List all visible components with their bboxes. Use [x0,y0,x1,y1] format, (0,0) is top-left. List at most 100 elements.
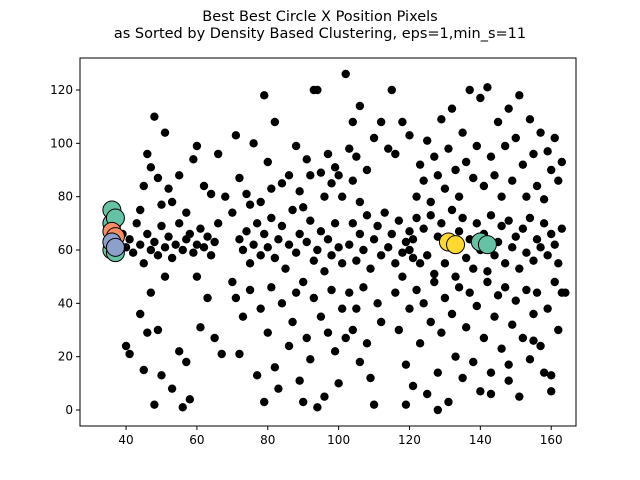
data-point [178,245,187,255]
data-point [373,221,382,231]
data-point [203,232,212,241]
data-point [260,397,269,407]
data-point [433,368,443,377]
data-point [295,376,304,385]
data-point [497,344,506,353]
data-point [306,355,315,364]
data-point [348,176,357,185]
data-point [164,232,173,241]
data-point [143,328,152,337]
data-point [490,312,499,321]
data-point [554,259,563,268]
data-point [196,323,205,332]
data-point [213,149,223,159]
data-point [508,176,517,185]
data-point [394,216,404,225]
data-point [313,403,322,412]
data-point [355,101,365,111]
data-point [352,152,361,161]
data-point [284,341,294,351]
cluster-point [446,235,466,255]
data-point [497,221,506,231]
data-point [536,341,545,351]
data-point [192,272,202,281]
data-point [469,357,478,367]
data-point [547,229,556,239]
data-point [497,192,506,201]
data-point [171,240,180,249]
data-point [433,171,443,180]
data-point [263,157,272,167]
data-point [423,136,432,145]
data-point [263,328,272,337]
data-point [547,371,556,380]
data-point [316,227,326,236]
data-point [323,328,333,337]
data-point [366,264,375,273]
data-point [440,293,450,303]
data-point [401,237,411,247]
data-point [167,253,177,263]
data-point [160,128,170,137]
data-point [128,248,138,257]
data-point [302,155,311,164]
data-point [146,163,156,172]
data-point [231,293,241,303]
data-point [532,235,542,244]
data-point [252,371,262,380]
y-tick-label: 0 [65,403,73,417]
data-point [437,115,446,124]
data-point [458,128,467,137]
data-point [291,288,301,297]
data-point [270,253,280,263]
data-point [146,288,156,297]
data-point [167,197,177,207]
data-point [189,155,198,164]
data-point [320,392,329,401]
data-point [550,277,559,287]
data-point [334,171,343,180]
data-point [504,376,513,385]
data-point [306,216,315,225]
x-tick-label: 40 [118,433,133,447]
data-point [557,224,567,233]
data-point [277,221,287,231]
data-point [419,224,428,233]
data-point [320,192,329,201]
data-point [394,325,404,335]
data-point [476,93,485,103]
chart-title: Best Best Circle X Position Pixels [202,9,438,25]
data-point [486,368,496,377]
data-point [398,248,407,257]
data-point [415,160,425,169]
data-point [157,221,166,231]
data-point [412,192,421,201]
data-point [437,328,446,337]
data-point [532,181,542,191]
data-point [451,272,460,281]
data-point [493,117,503,127]
data-point [412,213,421,223]
data-point [323,149,333,159]
data-point [391,288,400,297]
data-point [231,131,241,140]
data-point [369,235,379,244]
data-point [316,312,326,321]
data-point [316,168,326,177]
data-point [217,349,226,359]
data-point [362,339,372,348]
data-point [486,152,496,161]
data-point [401,400,411,409]
data-point [284,171,294,180]
data-point [139,365,148,375]
data-point [213,219,223,228]
data-point [238,245,248,255]
data-point [444,397,453,407]
data-point [461,253,471,263]
data-point [529,149,538,159]
data-point [274,235,283,244]
data-point [472,141,481,151]
data-point [206,189,216,199]
data-point [384,144,393,153]
